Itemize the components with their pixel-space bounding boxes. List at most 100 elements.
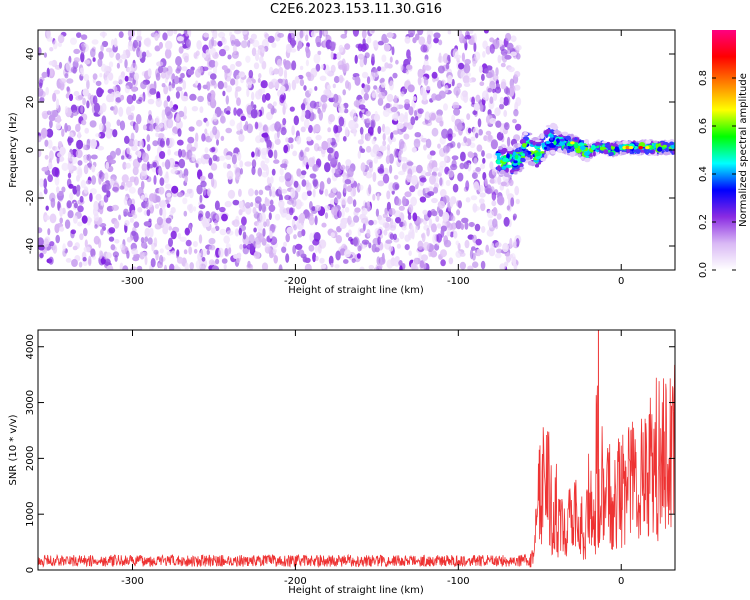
heatmap-ridge-cell — [590, 144, 596, 150]
heatmap-cell — [338, 116, 345, 127]
heatmap-cell — [159, 248, 164, 254]
heatmap-cell — [380, 77, 385, 83]
heatmap-cell — [417, 108, 424, 114]
heatmap-cell — [197, 95, 205, 103]
heatmap-cell — [423, 65, 430, 71]
heatmap-cell — [351, 258, 356, 263]
heatmap-cell — [201, 219, 206, 227]
heatmap-cell — [175, 56, 182, 66]
heatmap-cell — [136, 265, 143, 270]
heatmap-cell — [57, 200, 61, 211]
snr-y-tick-label: 1000 — [25, 501, 36, 526]
heatmap-cell — [479, 192, 486, 198]
heatmap-cell — [46, 30, 51, 39]
heatmap-cell — [153, 175, 157, 185]
heatmap-cell — [313, 143, 320, 152]
heatmap-cell — [333, 197, 340, 204]
heatmap-cell — [340, 208, 345, 218]
heatmap-cell — [324, 188, 329, 197]
heatmap-cell — [230, 40, 235, 46]
heatmap-cell — [103, 194, 109, 203]
heatmap-cell — [364, 202, 368, 209]
heatmap-cell — [209, 47, 216, 56]
heatmap-cell — [52, 244, 58, 254]
heatmap-cell — [68, 183, 74, 189]
heatmap-cell — [377, 40, 385, 46]
heatmap-cell — [137, 207, 143, 213]
heatmap-cell — [245, 55, 251, 63]
heatmap-cell — [196, 184, 203, 195]
heatmap-cell — [348, 119, 356, 130]
heatmap-cell — [276, 58, 283, 67]
heatmap-cell — [209, 79, 215, 87]
heatmap-cell — [264, 157, 270, 164]
heatmap-cell — [224, 248, 230, 257]
heatmap-cell — [204, 128, 208, 134]
heatmap-cell — [414, 132, 422, 138]
heatmap-ridge-cell — [645, 139, 652, 144]
heatmap-ridge-cell — [495, 152, 502, 156]
heatmap-cell — [487, 87, 493, 93]
heatmap-cell — [393, 174, 399, 180]
heatmap-cell — [140, 170, 148, 180]
heatmap-cell — [326, 147, 334, 154]
heatmap-ridge-cell — [527, 154, 532, 158]
heatmap-cell — [46, 110, 52, 116]
heatmap-cell — [267, 103, 273, 110]
heatmap-cell — [238, 133, 245, 142]
heatmap-cell — [447, 133, 453, 142]
heatmap-cell — [453, 107, 461, 116]
heatmap-cell — [66, 78, 74, 84]
heatmap-cell — [111, 39, 115, 47]
heatmap-cell — [98, 123, 104, 132]
heatmap-cell — [487, 210, 494, 219]
heatmap-peak-cell — [628, 146, 634, 150]
heatmap-cell — [38, 237, 44, 247]
heatmap-cell — [496, 131, 504, 141]
heatmap-cell — [90, 248, 96, 258]
heatmap-cell — [330, 232, 335, 238]
heatmap-cell — [156, 216, 163, 226]
heatmap-cell — [81, 215, 88, 224]
heatmap-cell — [279, 94, 285, 104]
heatmap-cell — [324, 162, 331, 173]
heatmap-cell — [411, 265, 419, 270]
heatmap-cell — [118, 214, 122, 221]
heatmap-cell — [479, 249, 484, 255]
heatmap-cell — [43, 52, 48, 58]
heatmap-cell — [358, 98, 366, 104]
heatmap-ridge-cell — [595, 141, 601, 146]
heatmap-ridge-cell — [653, 140, 658, 144]
heatmap-ridge-cell — [549, 137, 554, 141]
heatmap-cell — [118, 31, 124, 38]
heatmap-cell — [297, 40, 303, 50]
heatmap-cell — [513, 84, 521, 91]
heatmap-cell — [471, 96, 475, 105]
heatmap-ridge-cell — [559, 138, 566, 142]
heatmap-cell — [77, 205, 84, 213]
heatmap-cell — [291, 125, 295, 136]
heatmap-cell — [215, 61, 219, 67]
heatmap-cell — [285, 137, 289, 143]
heatmap-cell — [183, 210, 188, 217]
heatmap-cell — [314, 86, 318, 91]
heatmap-cell — [55, 186, 60, 194]
heatmap-y-tick-label: -20 — [25, 190, 36, 206]
snr-x-tick-label: -100 — [447, 576, 470, 587]
heatmap-cell — [178, 46, 184, 54]
heatmap-cell — [67, 210, 74, 219]
heatmap-x-label: Height of straight line (km) — [288, 285, 424, 296]
heatmap-cell — [210, 211, 217, 220]
heatmap-cell — [332, 93, 339, 104]
heatmap-cell — [47, 228, 51, 236]
heatmap-cell — [344, 179, 352, 185]
heatmap-cell — [430, 250, 438, 258]
heatmap-cell — [208, 237, 216, 245]
heatmap-cell — [378, 263, 383, 270]
heatmap-cell — [100, 44, 104, 52]
heatmap-cell — [86, 138, 91, 150]
heatmap-cell — [38, 135, 41, 140]
heatmap-cell — [48, 162, 53, 170]
heatmap-cell — [226, 230, 234, 236]
heatmap-cell — [401, 162, 407, 173]
